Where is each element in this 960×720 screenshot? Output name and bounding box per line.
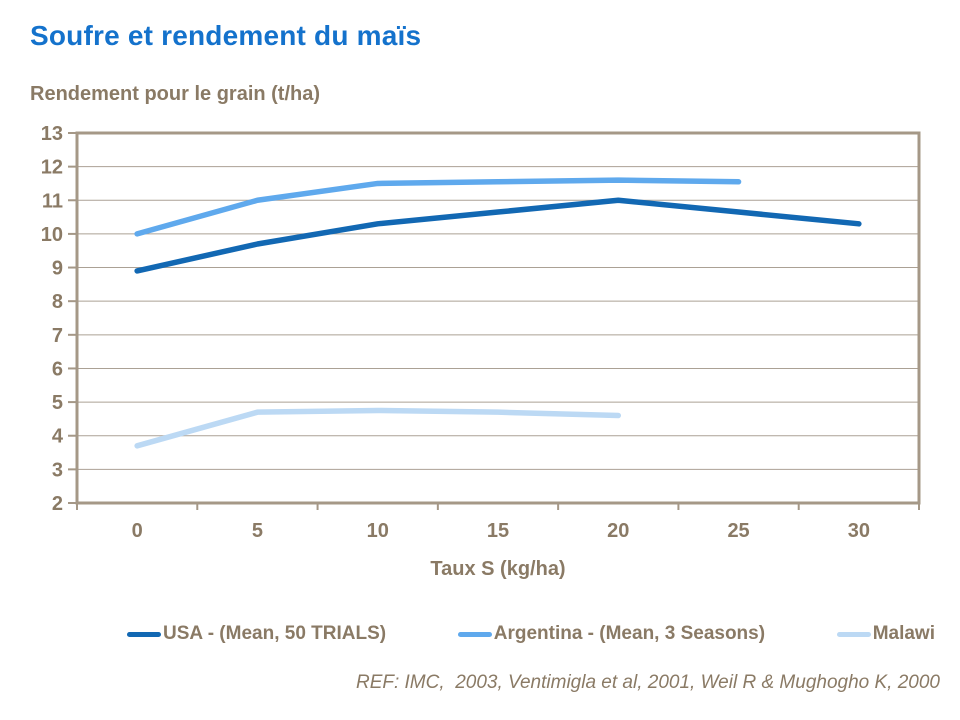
ytick-label-3: 3 bbox=[52, 459, 63, 481]
ytick-label-10: 10 bbox=[41, 224, 63, 246]
legend-swatch-icon bbox=[836, 631, 871, 637]
xtick-label-30: 30 bbox=[848, 520, 870, 542]
xtick-label-25: 25 bbox=[727, 520, 749, 542]
legend-swatch-icon bbox=[457, 631, 492, 637]
legend-swatch-icon bbox=[127, 631, 161, 637]
xtick-label-15: 15 bbox=[487, 520, 509, 542]
legend-label: Malawi bbox=[872, 623, 935, 644]
legend-item-0: USA - (Mean, 50 TRIALS) bbox=[127, 623, 386, 645]
chart-title: Soufre et rendement du maïs bbox=[30, 20, 422, 51]
ytick-label-7: 7 bbox=[52, 325, 63, 347]
xtick-label-10: 10 bbox=[367, 520, 389, 542]
legend-item-2: Malawi bbox=[836, 623, 935, 645]
series-line-2 bbox=[134, 407, 622, 449]
reference-text: REF: IMC, 2003, Ventimigla et al, 2001, … bbox=[355, 672, 940, 693]
legend-item-1: Argentina - (Mean, 3 Seasons) bbox=[457, 623, 766, 645]
ytick-label-5: 5 bbox=[52, 392, 63, 414]
ytick-label-8: 8 bbox=[52, 291, 63, 313]
xtick-label-0: 0 bbox=[132, 520, 143, 542]
series-line-0 bbox=[134, 197, 862, 274]
series-line-1 bbox=[134, 177, 742, 237]
x-axis-title: Taux S (kg/ha) bbox=[430, 558, 565, 580]
legend: USA - (Mean, 50 TRIALS) Argentina - (Mean… bbox=[127, 622, 935, 646]
legend-label: Argentina - (Mean, 3 Seasons) bbox=[493, 623, 766, 644]
ytick-label-11: 11 bbox=[42, 190, 63, 212]
ytick-label-2: 2 bbox=[52, 493, 63, 515]
ytick-label-4: 4 bbox=[52, 426, 64, 448]
xtick-label-5: 5 bbox=[252, 520, 263, 542]
ytick-label-13: 13 bbox=[41, 123, 63, 145]
plot-border bbox=[75, 131, 921, 505]
plot-area: 2 3 4 5 6 7 8 9 10 11 12 13 0 5 10 15 20 25 30 Taux S (kg/h… bbox=[41, 123, 921, 580]
legend-label: USA - (Mean, 50 TRIALS) bbox=[163, 623, 387, 644]
xtick-label-20: 20 bbox=[607, 520, 629, 542]
y-axis-unit-label: Rendement pour le grain (t/ha) bbox=[30, 83, 321, 105]
ytick-label-12: 12 bbox=[41, 157, 63, 179]
ytick-label-9: 9 bbox=[52, 258, 63, 280]
ytick-label-6: 6 bbox=[52, 358, 63, 380]
